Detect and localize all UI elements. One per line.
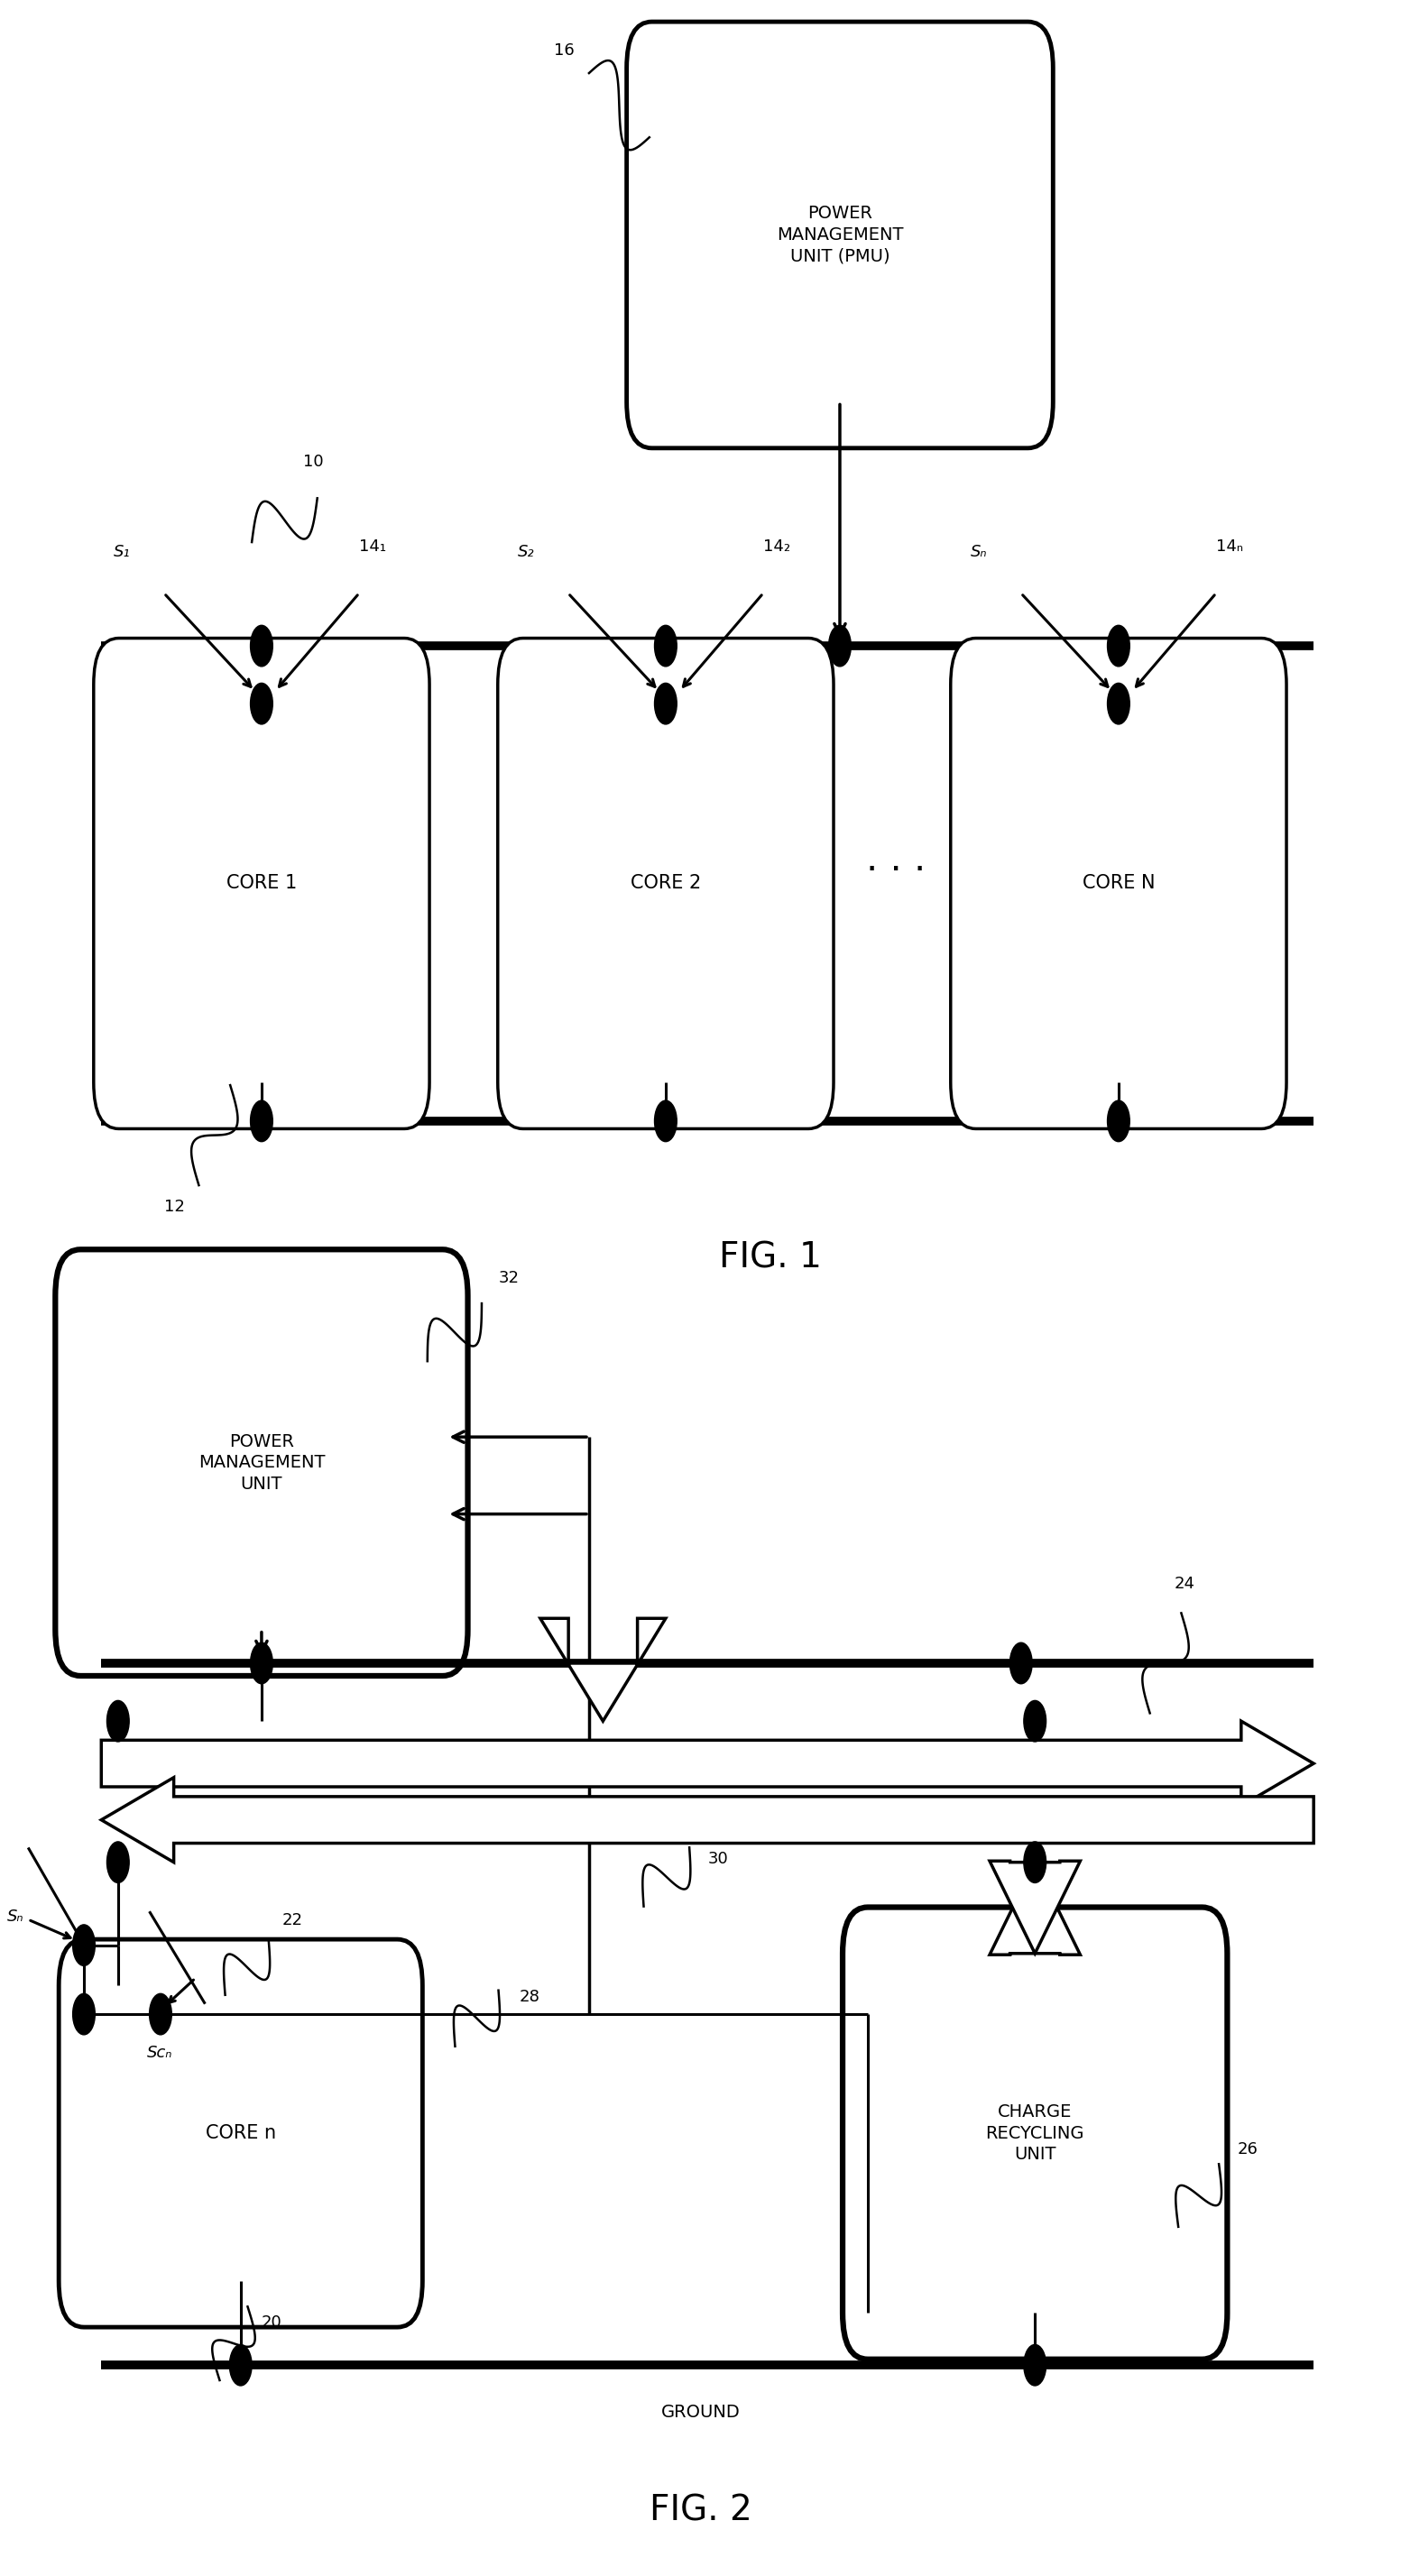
Polygon shape <box>101 1721 1314 1806</box>
Text: 30: 30 <box>708 1852 729 1868</box>
Text: 28: 28 <box>520 1989 539 2004</box>
Polygon shape <box>989 1860 1080 1953</box>
FancyBboxPatch shape <box>842 1906 1227 2360</box>
Circle shape <box>1107 1100 1129 1141</box>
Text: CHARGE
RECYCLING
UNIT: CHARGE RECYCLING UNIT <box>985 2105 1084 2164</box>
Text: POWER
MANAGEMENT
UNIT (PMU): POWER MANAGEMENT UNIT (PMU) <box>776 206 904 265</box>
Circle shape <box>829 626 850 667</box>
FancyBboxPatch shape <box>951 639 1286 1128</box>
Circle shape <box>251 683 273 724</box>
Circle shape <box>654 683 677 724</box>
Text: 14₂: 14₂ <box>764 538 790 554</box>
Circle shape <box>73 1994 95 2035</box>
Text: 20: 20 <box>262 2313 282 2331</box>
Text: CORE 2: CORE 2 <box>630 873 700 891</box>
Text: Sₙ: Sₙ <box>971 544 988 559</box>
Circle shape <box>654 1100 677 1141</box>
Text: S₁: S₁ <box>113 544 130 559</box>
Text: 14₁: 14₁ <box>359 538 387 554</box>
Polygon shape <box>541 1618 665 1721</box>
Text: 14ₙ: 14ₙ <box>1216 538 1243 554</box>
Text: 24: 24 <box>1174 1577 1195 1592</box>
Text: 26: 26 <box>1237 2141 1258 2156</box>
Text: POWER
MANAGEMENT
UNIT: POWER MANAGEMENT UNIT <box>198 1432 325 1492</box>
Text: 22: 22 <box>283 1911 303 1929</box>
Circle shape <box>1107 683 1129 724</box>
Text: 12: 12 <box>164 1198 185 1213</box>
Text: FIG. 1: FIG. 1 <box>719 1242 821 1275</box>
Circle shape <box>251 1100 273 1141</box>
Circle shape <box>1024 2344 1047 2385</box>
Text: 10: 10 <box>304 453 324 469</box>
Text: CORE n: CORE n <box>206 2125 276 2143</box>
Text: Sᴄₙ: Sᴄₙ <box>147 2045 172 2061</box>
Circle shape <box>1024 1842 1047 1883</box>
Text: 32: 32 <box>499 1270 520 1285</box>
Circle shape <box>1024 1700 1047 1741</box>
Text: GROUND: GROUND <box>661 2403 740 2421</box>
Circle shape <box>150 1994 172 2035</box>
Circle shape <box>106 1842 129 1883</box>
Text: CORE 1: CORE 1 <box>226 873 297 891</box>
Text: FIG. 2: FIG. 2 <box>649 2494 752 2527</box>
Circle shape <box>1107 626 1129 667</box>
Circle shape <box>654 626 677 667</box>
FancyBboxPatch shape <box>55 1249 468 1677</box>
Circle shape <box>230 2344 252 2385</box>
Polygon shape <box>101 1777 1314 1862</box>
Circle shape <box>73 1924 95 1965</box>
Text: CORE N: CORE N <box>1082 873 1154 891</box>
Text: 16: 16 <box>555 41 574 59</box>
Circle shape <box>251 1643 273 1685</box>
FancyBboxPatch shape <box>59 1940 423 2326</box>
Circle shape <box>251 626 273 667</box>
FancyBboxPatch shape <box>94 639 430 1128</box>
Text: S₂: S₂ <box>518 544 535 559</box>
FancyBboxPatch shape <box>497 639 834 1128</box>
Polygon shape <box>989 1862 1080 1955</box>
Text: · · ·: · · · <box>866 853 926 889</box>
Circle shape <box>106 1700 129 1741</box>
Circle shape <box>1010 1643 1033 1685</box>
Text: Sₙ: Sₙ <box>7 1909 24 1924</box>
FancyBboxPatch shape <box>626 21 1054 448</box>
